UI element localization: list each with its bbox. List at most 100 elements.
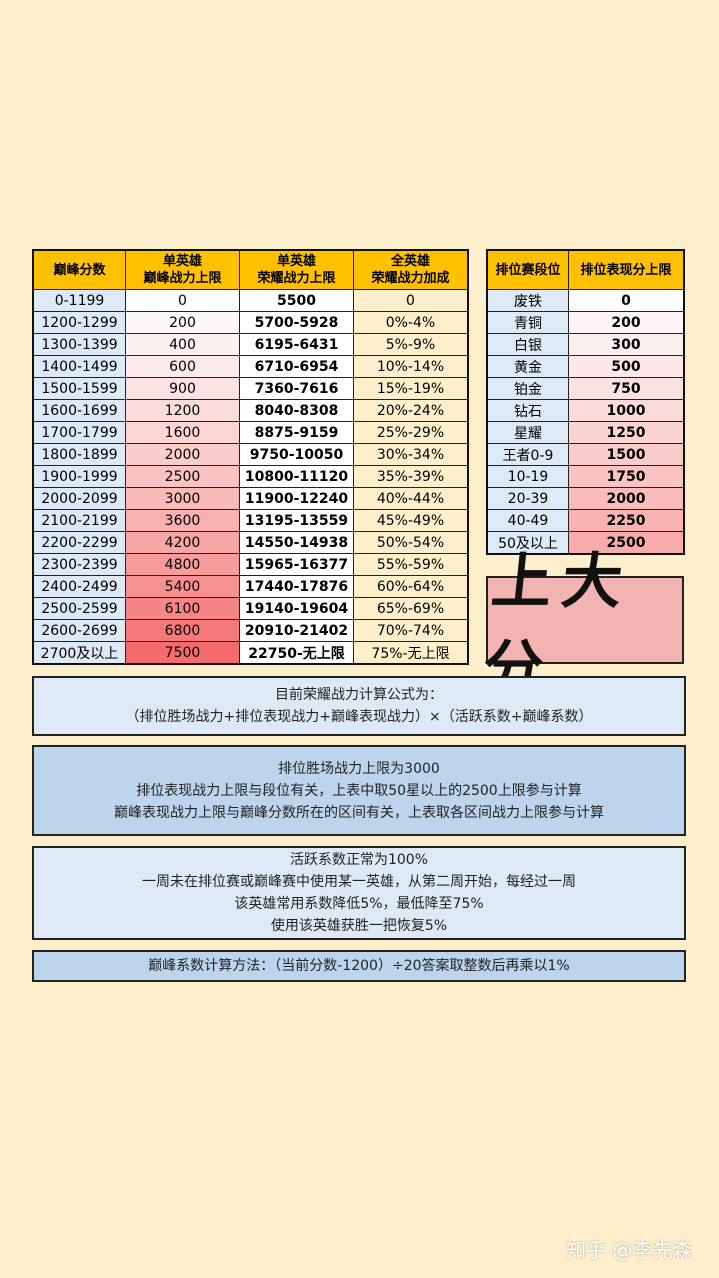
score-cell: 2700及以上 <box>32 641 126 665</box>
peak-limit-cell: 600 <box>125 355 240 378</box>
peak-limit-cell: 2500 <box>125 465 240 488</box>
rank-score-limit-cell: 500 <box>568 355 685 378</box>
header-all-glory-bonus: 全英雄 荣耀战力加成 <box>353 249 469 290</box>
table-row: 黄金 500 <box>486 355 685 378</box>
rank-tier-cell: 40-49 <box>486 509 569 532</box>
table-row: 1900-1999 2500 10800-11120 35%-39% <box>32 465 469 488</box>
rank-score-limit-cell: 0 <box>568 289 685 312</box>
score-cell: 2200-2299 <box>32 531 126 554</box>
formula-box: 目前荣耀战力计算公式为： （排位胜场战力+排位表现战力+巅峰表现战力）×（活跃系… <box>32 676 686 736</box>
table-row: 2200-2299 4200 14550-14938 50%-54% <box>32 531 469 554</box>
score-cell: 2100-2199 <box>32 509 126 532</box>
peak-limit-cell: 7500 <box>125 641 240 665</box>
glory-bonus-cell: 0 <box>353 289 469 312</box>
rank-score-limit-cell: 300 <box>568 333 685 356</box>
table-row: 1400-1499 600 6710-6954 10%-14% <box>32 355 469 378</box>
rank-tier-cell: 星耀 <box>486 421 569 444</box>
limits-line-3: 巅峰表现战力上限与巅峰分数所在的区间有关，上表取各区间战力上限参与计算 <box>114 804 604 821</box>
glory-limit-cell: 5500 <box>239 289 354 312</box>
table-row: 王者0-9 1500 <box>486 443 685 466</box>
table-header-row: 巅峰分数 单英雄 巅峰战力上限 单英雄 荣耀战力上限 全英雄 荣耀战力加成 <box>32 249 469 290</box>
glory-bonus-cell: 55%-59% <box>353 553 469 576</box>
peak-limit-cell: 900 <box>125 377 240 400</box>
glory-bonus-cell: 50%-54% <box>353 531 469 554</box>
table-row: 2300-2399 4800 15965-16377 55%-59% <box>32 553 469 576</box>
rank-tier-cell: 铂金 <box>486 377 569 400</box>
glory-bonus-cell: 60%-64% <box>353 575 469 598</box>
glory-bonus-cell: 75%-无上限 <box>353 641 469 665</box>
table-row: 1300-1399 400 6195-6431 5%-9% <box>32 333 469 356</box>
rank-score-limit-cell: 2250 <box>568 509 685 532</box>
table-row: 2600-2699 6800 20910-21402 70%-74% <box>32 619 469 642</box>
glory-bonus-cell: 5%-9% <box>353 333 469 356</box>
rank-score-limit-cell: 750 <box>568 377 685 400</box>
table-row: 铂金 750 <box>486 377 685 400</box>
table-row: 20-39 2000 <box>486 487 685 510</box>
score-cell: 1800-1899 <box>32 443 126 466</box>
shang-da-fen-sticker: 上大分 <box>479 547 684 704</box>
table-row: 2000-2099 3000 11900-12240 40%-44% <box>32 487 469 510</box>
table-row: 0-1199 0 5500 0 <box>32 289 469 312</box>
peak-limit-cell: 4800 <box>125 553 240 576</box>
rank-tier-cell: 废铁 <box>486 289 569 312</box>
peak-power-table: 巅峰分数 单英雄 巅峰战力上限 单英雄 荣耀战力上限 全英雄 荣耀战力加成 0-119… <box>32 249 469 665</box>
table-row: 10-19 1750 <box>486 465 685 488</box>
table-row: 2100-2199 3600 13195-13559 45%-49% <box>32 509 469 532</box>
glory-bonus-cell: 40%-44% <box>353 487 469 510</box>
rank-tier-cell: 黄金 <box>486 355 569 378</box>
score-cell: 1200-1299 <box>32 311 126 334</box>
formula-text: （排位胜场战力+排位表现战力+巅峰表现战力）×（活跃系数+巅峰系数） <box>125 709 593 725</box>
glory-limit-cell: 22750-无上限 <box>239 641 354 665</box>
rank-tier-cell: 10-19 <box>486 465 569 488</box>
rank-score-limit-cell: 1750 <box>568 465 685 488</box>
limits-line-2: 排位表现战力上限与段位有关，上表中取50星以上的2500上限参与计算 <box>136 782 582 799</box>
table-row: 40-49 2250 <box>486 509 685 532</box>
rank-tier-cell: 50及以上 <box>486 531 569 555</box>
table-row: 白银 300 <box>486 333 685 356</box>
glory-limit-cell: 17440-17876 <box>239 575 354 598</box>
formula-title: 目前荣耀战力计算公式为： <box>275 687 443 703</box>
rank-performance-table: 排位赛段位 排位表现分上限 废铁 0 青铜 200 白银 300 黄金 500 铂金 750 钻石 1… <box>486 249 685 555</box>
glory-bonus-cell: 0%-4% <box>353 311 469 334</box>
glory-bonus-cell: 25%-29% <box>353 421 469 444</box>
activity-line-4: 使用该英雄获胜一把恢复5% <box>270 918 448 934</box>
peak-limit-cell: 3000 <box>125 487 240 510</box>
glory-bonus-cell: 70%-74% <box>353 619 469 642</box>
limits-line-1: 排位胜场战力上限为3000 <box>278 760 440 777</box>
zhihu-watermark: 知乎 @李先森 <box>566 1238 693 1262</box>
rank-score-limit-cell: 1500 <box>568 443 685 466</box>
glory-limit-cell: 20910-21402 <box>239 619 354 642</box>
peak-limit-cell: 0 <box>125 289 240 312</box>
peak-limit-cell: 3600 <box>125 509 240 532</box>
rank-tier-cell: 王者0-9 <box>486 443 569 466</box>
rank-score-limit-cell: 200 <box>568 311 685 334</box>
table-row: 1600-1699 1200 8040-8308 20%-24% <box>32 399 469 422</box>
header-single-peak-limit: 单英雄 巅峰战力上限 <box>125 249 240 290</box>
header-peak-score: 巅峰分数 <box>32 249 126 290</box>
score-cell: 1400-1499 <box>32 355 126 378</box>
peak-limit-cell: 4200 <box>125 531 240 554</box>
glory-limit-cell: 11900-12240 <box>239 487 354 510</box>
glory-limit-cell: 14550-14938 <box>239 531 354 554</box>
score-cell: 1900-1999 <box>32 465 126 488</box>
glory-bonus-cell: 65%-69% <box>353 597 469 620</box>
peak-limit-cell: 400 <box>125 333 240 356</box>
rank-tier-cell: 白银 <box>486 333 569 356</box>
glory-limit-cell: 5700-5928 <box>239 311 354 334</box>
glory-limit-cell: 8875-9159 <box>239 421 354 444</box>
table-row: 1700-1799 1600 8875-9159 25%-29% <box>32 421 469 444</box>
score-cell: 1600-1699 <box>32 399 126 422</box>
glory-limit-cell: 6195-6431 <box>239 333 354 356</box>
peak-coefficient-line: 巅峰系数计算方法：（当前分数-1200）÷20答案取整数后再乘以1% <box>148 958 570 974</box>
activity-line-2: 一周未在排位赛或巅峰赛中使用某一英雄，从第二周开始，每经过一周 <box>142 874 576 890</box>
table-row: 1200-1299 200 5700-5928 0%-4% <box>32 311 469 334</box>
glory-bonus-cell: 10%-14% <box>353 355 469 378</box>
glory-bonus-cell: 35%-39% <box>353 465 469 488</box>
activity-line-3: 该英雄常用系数降低5%，最低降至75% <box>234 896 484 912</box>
table-row: 钻石 1000 <box>486 399 685 422</box>
score-cell: 2500-2599 <box>32 597 126 620</box>
glory-limit-cell: 9750-10050 <box>239 443 354 466</box>
score-cell: 2000-2099 <box>32 487 126 510</box>
score-cell: 2400-2499 <box>32 575 126 598</box>
peak-limit-cell: 6100 <box>125 597 240 620</box>
